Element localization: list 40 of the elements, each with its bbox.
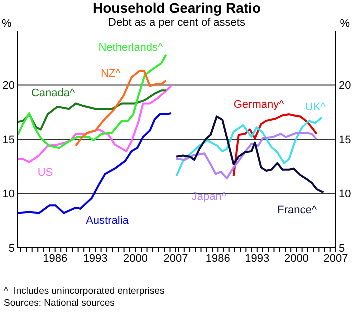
y-tick-label: 20 bbox=[2, 80, 15, 92]
line-series bbox=[18, 112, 172, 214]
line-series bbox=[18, 54, 168, 150]
y-tick-label: 5 bbox=[8, 242, 15, 255]
series-label: Japan^ bbox=[192, 190, 228, 203]
y-tick-label: 5 bbox=[339, 242, 346, 255]
y-tick-label: 10 bbox=[2, 188, 15, 201]
series-label: Canada^ bbox=[31, 88, 76, 100]
series-label: Germany^ bbox=[234, 99, 286, 112]
y-tick-label: 10 bbox=[339, 188, 352, 201]
y-tick-label: 20 bbox=[339, 80, 352, 92]
x-tick-label: 1986 bbox=[206, 252, 230, 265]
line-series bbox=[75, 70, 168, 148]
y-axis-title: % bbox=[340, 18, 350, 30]
x-tick-label: 2007 bbox=[324, 252, 348, 265]
x-tick-label: 1993 bbox=[245, 252, 270, 265]
series-label: US bbox=[38, 167, 54, 180]
y-tick-label: 15 bbox=[2, 134, 15, 146]
series-label: France^ bbox=[278, 204, 318, 216]
x-tick-label: 2000 bbox=[124, 252, 148, 265]
x-tick-label: 2007 bbox=[164, 252, 188, 265]
line-series bbox=[176, 132, 318, 180]
line-series bbox=[176, 116, 323, 178]
x-tick-label: 2000 bbox=[284, 252, 309, 265]
line-series bbox=[18, 85, 172, 164]
line-series bbox=[18, 90, 168, 131]
chart-title: Household Gearing Ratio bbox=[92, 0, 262, 16]
series-label: NZ^ bbox=[100, 68, 122, 80]
series-label: UK^ bbox=[305, 102, 327, 114]
text: ^ Includes unincorporated enterprises bbox=[4, 286, 165, 297]
source-note: Sources: National sources bbox=[4, 298, 115, 309]
x-tick-label: 1986 bbox=[43, 252, 68, 265]
y-axis-title: % bbox=[2, 18, 12, 30]
chart-subtitle: Debt as a per cent of assets bbox=[108, 17, 246, 29]
line-series bbox=[232, 114, 318, 178]
series-label: Australia bbox=[86, 214, 130, 227]
y-tick-label: 15 bbox=[339, 134, 352, 146]
line-series bbox=[176, 116, 325, 194]
x-tick-label: 1993 bbox=[83, 252, 108, 265]
series-label: Netherlands^ bbox=[98, 42, 164, 54]
